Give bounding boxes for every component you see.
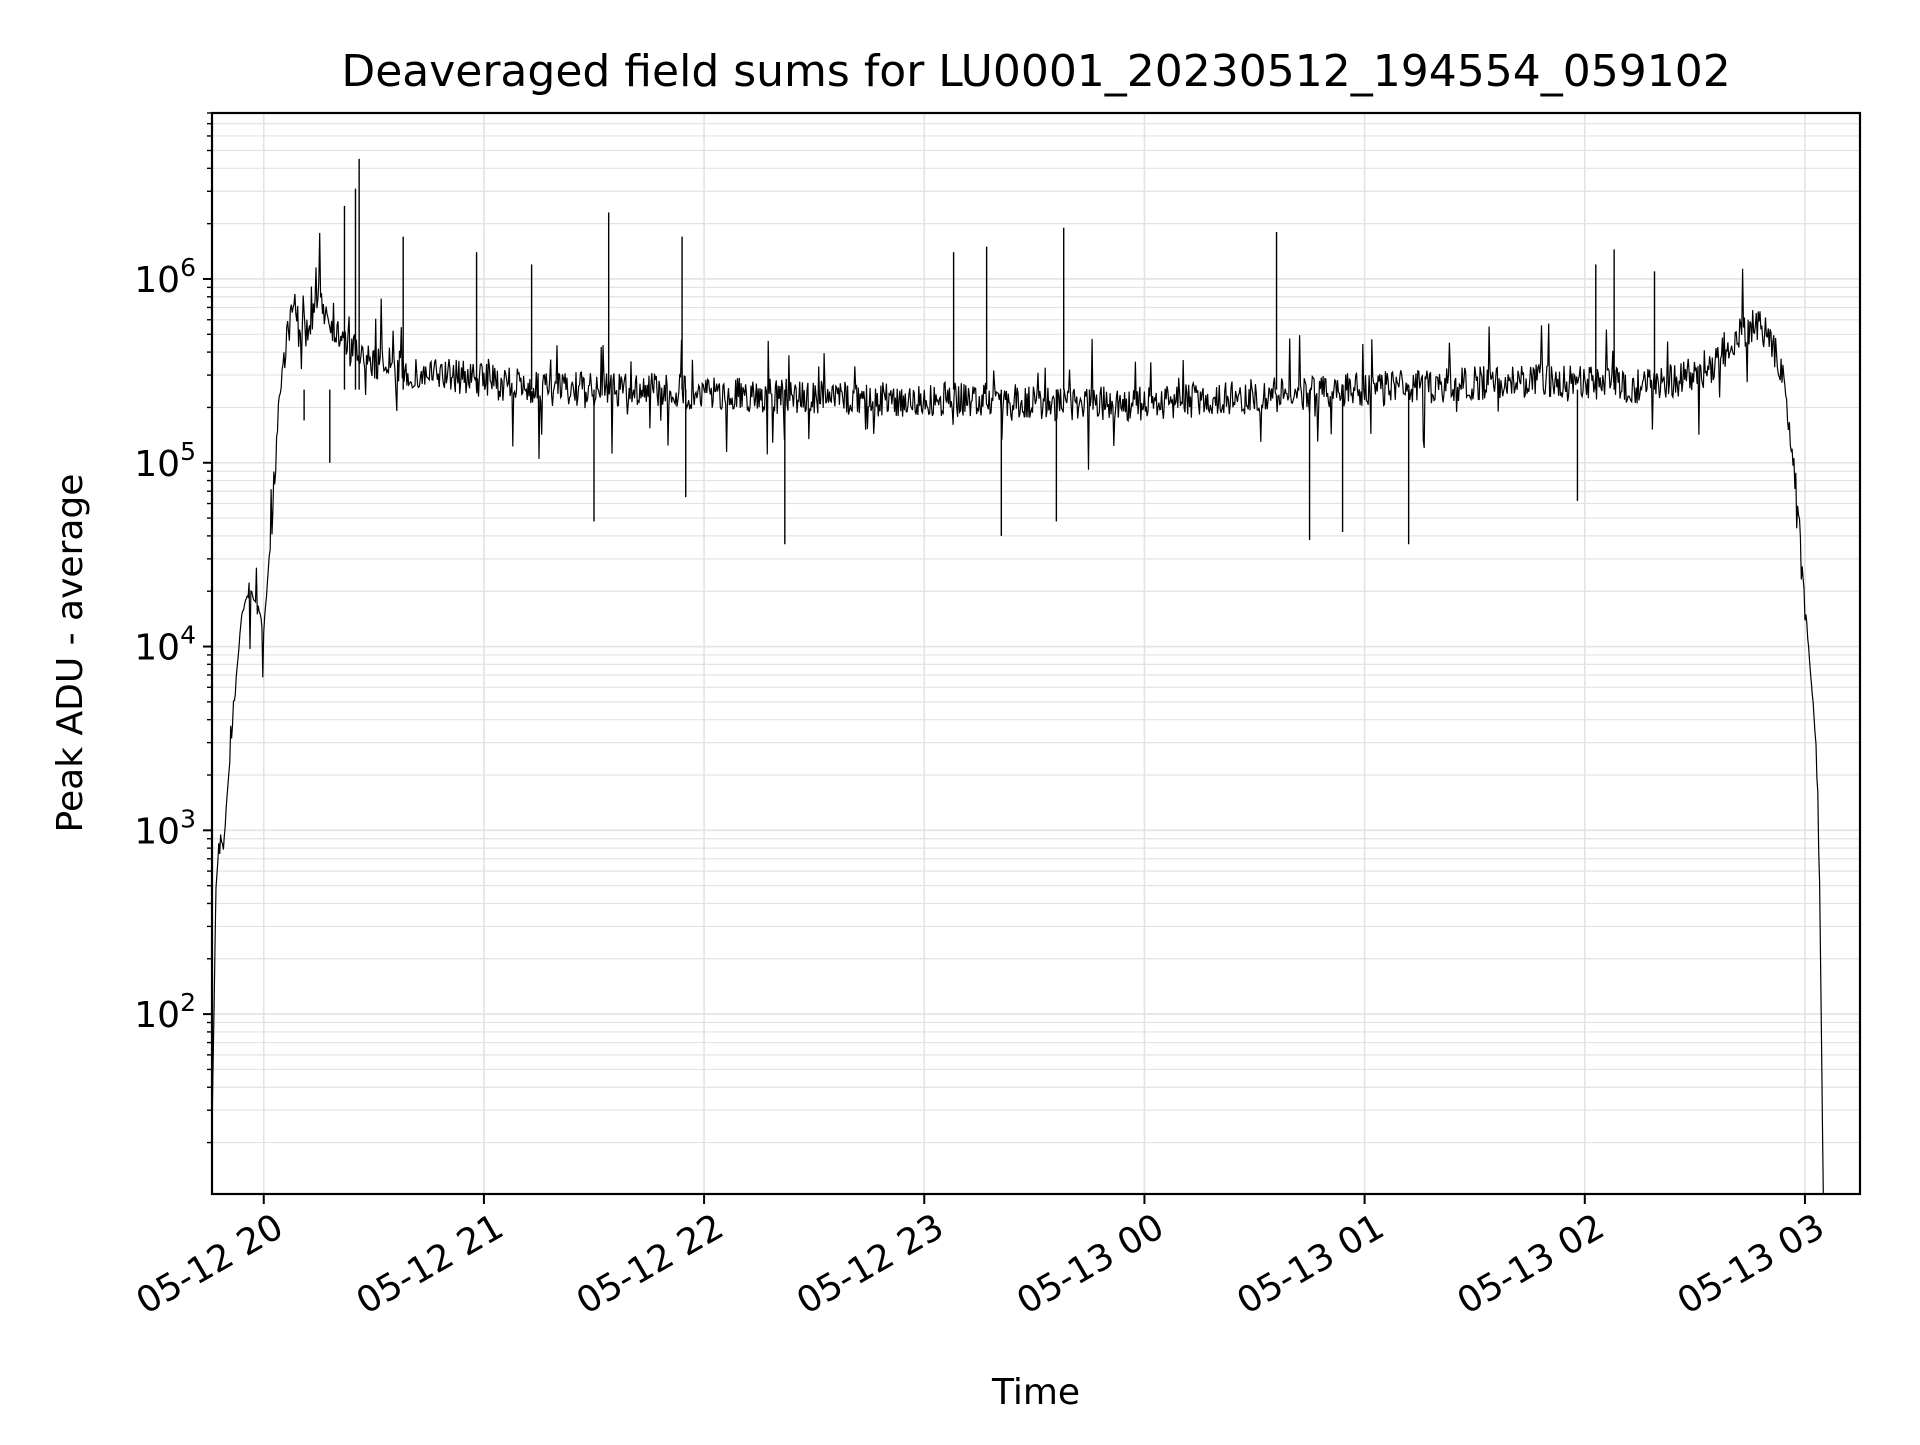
y-axis-label: Peak ADU - average xyxy=(50,474,91,833)
data-layer xyxy=(211,158,1824,1195)
y-tick-label: 104 xyxy=(134,621,196,669)
y-tick-label: 102 xyxy=(134,988,196,1036)
series-line xyxy=(211,232,1824,1195)
y-tick-label: 106 xyxy=(134,253,196,301)
y-tick-label: 103 xyxy=(134,804,196,852)
chart-title: Deaveraged field sums for LU0001_2023051… xyxy=(341,46,1730,97)
grid-layer xyxy=(212,112,1860,1194)
x-axis-label: Time xyxy=(991,1372,1080,1413)
plot-frame xyxy=(210,111,1862,1196)
y-tick-label: 105 xyxy=(134,437,196,485)
